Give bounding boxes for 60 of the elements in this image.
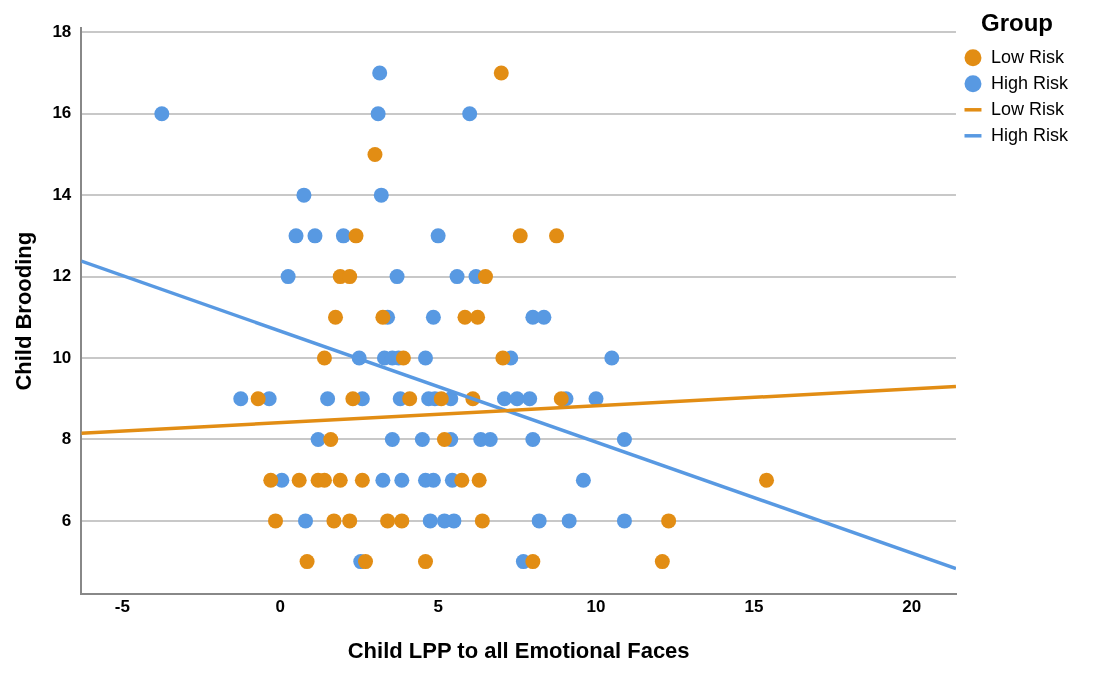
point: [342, 513, 358, 529]
x-tick-label: 15: [744, 597, 764, 617]
point: [661, 513, 677, 529]
point: [348, 228, 364, 244]
x-tick-label: 0: [275, 597, 285, 617]
y-axis-title: Child Brooding: [11, 231, 37, 391]
point: [417, 554, 433, 570]
y-tick-label: 10: [52, 347, 72, 367]
y-tick-label: 12: [52, 266, 72, 286]
legend-title: Group: [980, 8, 1053, 36]
point: [332, 472, 348, 488]
x-tick-label: -5: [114, 597, 130, 617]
point: [323, 431, 339, 447]
point: [342, 269, 358, 285]
point: [263, 472, 279, 488]
legend-label: Low Risk: [990, 98, 1065, 119]
point: [299, 554, 315, 570]
x-tick-label: 5: [433, 597, 443, 617]
point: [525, 554, 541, 570]
legend-label: High Risk: [990, 72, 1069, 93]
point: [395, 350, 411, 366]
y-tick-label: 8: [61, 429, 72, 449]
x-axis-title: Child LPP to all Emotional Faces: [347, 637, 690, 663]
x-tick-label: 10: [586, 597, 606, 617]
point: [495, 350, 511, 366]
point: [328, 309, 343, 325]
point: [354, 472, 370, 488]
legend-label: Low Risk: [990, 46, 1065, 67]
point: [291, 472, 307, 488]
point: [470, 309, 486, 325]
y-tick-label: 14: [52, 184, 72, 204]
point: [380, 513, 396, 529]
point: [367, 146, 383, 162]
legend-label: High Risk: [990, 124, 1069, 145]
point: [512, 228, 528, 244]
y-tick-label: 18: [52, 21, 72, 41]
point: [477, 269, 493, 285]
point: [433, 391, 449, 407]
point: [345, 391, 361, 407]
x-tick-label: 20: [902, 597, 922, 617]
point: [250, 391, 266, 407]
point: [474, 513, 490, 529]
point: [654, 554, 670, 570]
point: [375, 309, 391, 325]
point: [402, 391, 418, 407]
point: [457, 309, 473, 325]
point: [759, 472, 775, 488]
point: [553, 391, 569, 407]
point: [394, 513, 410, 529]
point: [326, 513, 342, 529]
point: [436, 431, 452, 447]
point: [358, 554, 373, 570]
y-tick-label: 16: [52, 103, 72, 123]
point: [316, 350, 332, 366]
point: [493, 65, 509, 81]
point: [471, 472, 487, 488]
y-tick-label: 6: [61, 510, 72, 530]
point: [454, 472, 470, 488]
point: [268, 513, 284, 529]
point: [549, 228, 565, 244]
